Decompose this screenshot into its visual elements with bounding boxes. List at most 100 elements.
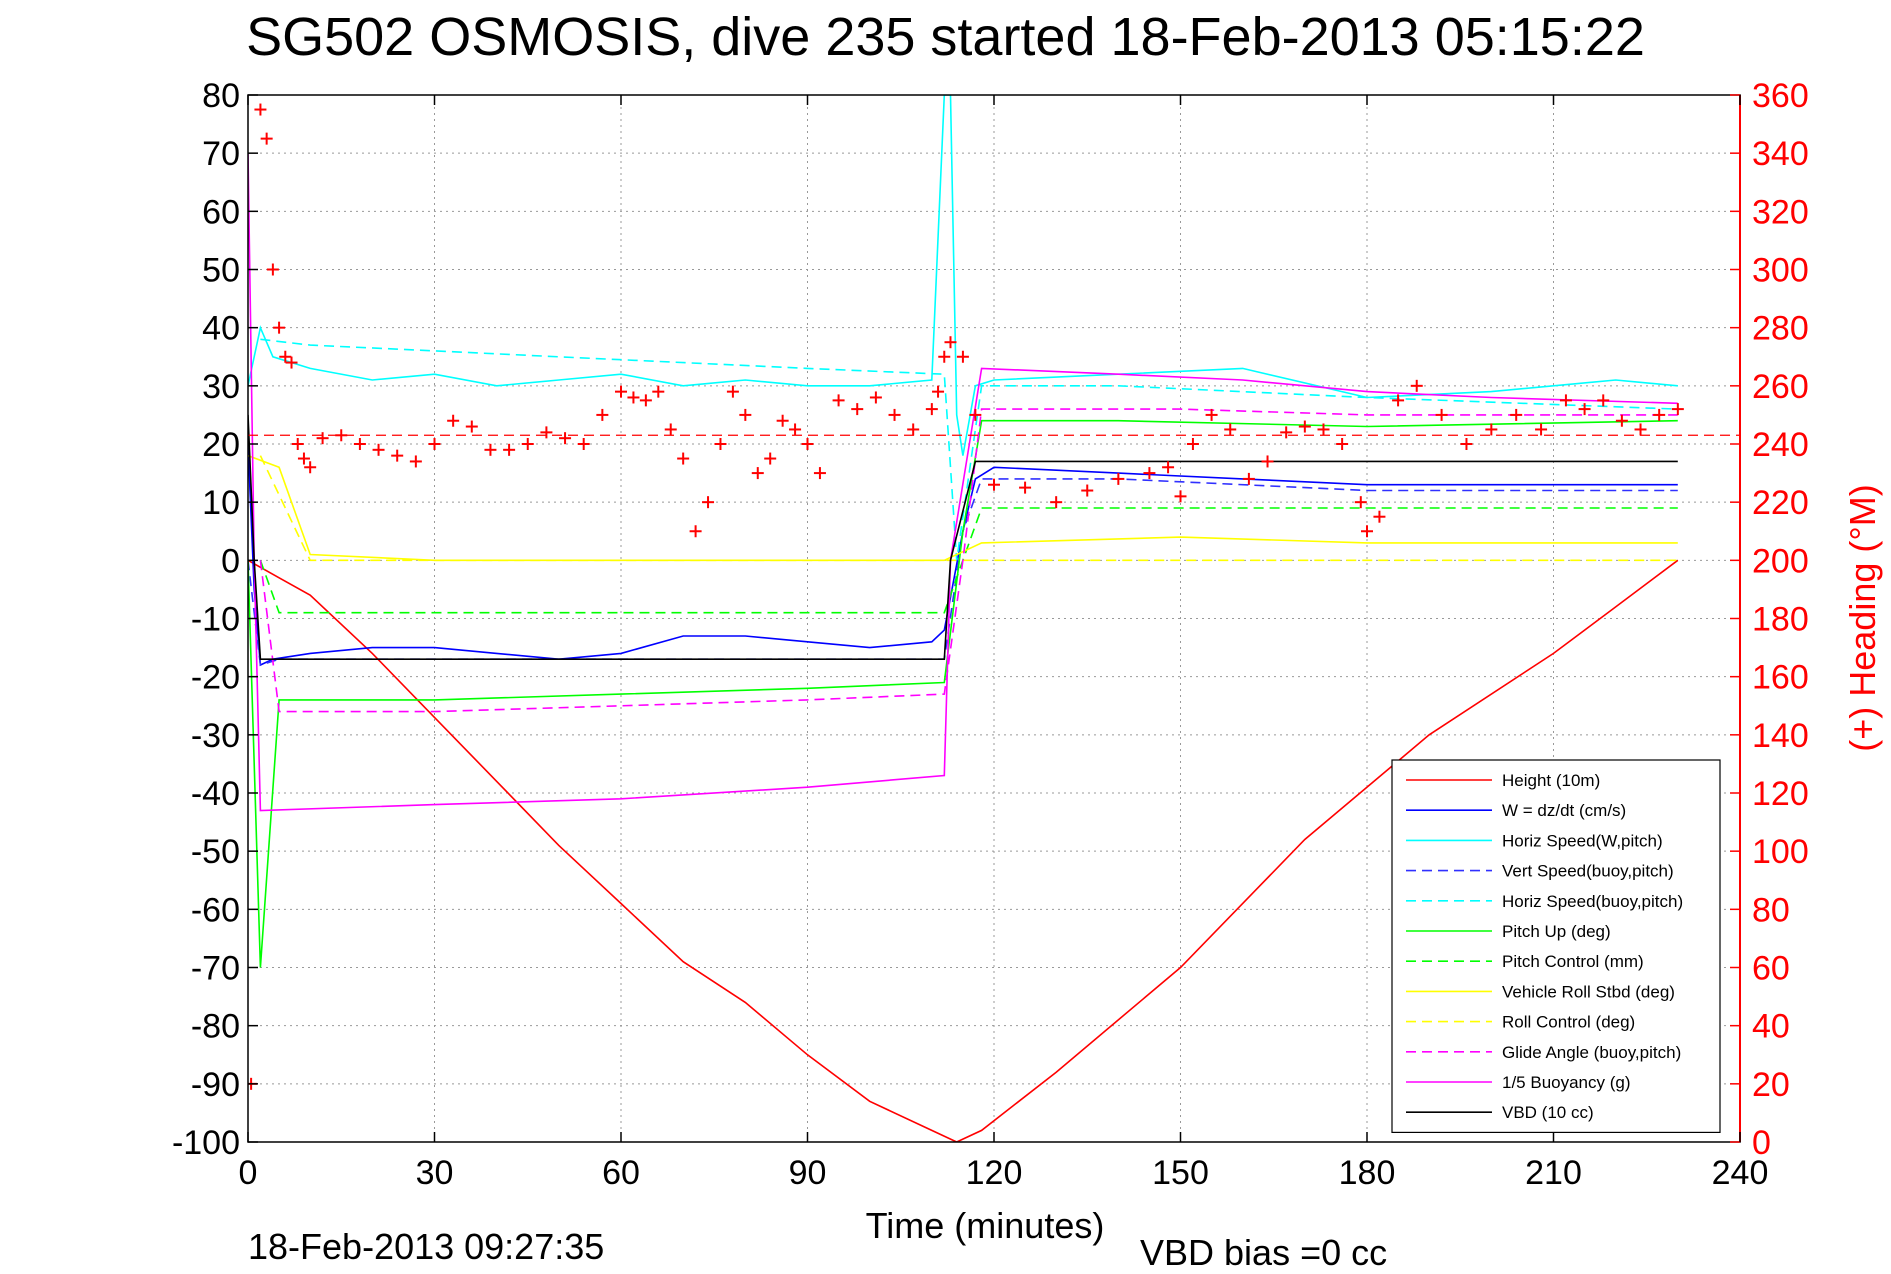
heading-mark: [1298, 420, 1311, 433]
heading-mark: [1354, 496, 1367, 509]
heading-mark: [1615, 414, 1628, 427]
heading-mark: [813, 467, 826, 480]
y-tick-label-right: 280: [1752, 310, 1809, 348]
heading-mark: [938, 350, 951, 363]
heading-mark: [1460, 438, 1473, 450]
x-tick-label: 180: [1339, 1154, 1396, 1192]
heading-mark: [291, 438, 304, 450]
x-tick-label: 30: [416, 1154, 454, 1192]
heading-mark: [1535, 423, 1548, 436]
heading-mark: [297, 452, 310, 465]
heading-mark: [851, 403, 864, 416]
y-tick-label-right: 120: [1752, 775, 1809, 813]
series-horiz-speed-w-pitch: [248, 95, 1678, 456]
heading-mark: [1392, 394, 1405, 407]
heading-mark: [353, 438, 366, 450]
heading-mark: [260, 132, 273, 145]
heading-mark: [273, 321, 286, 334]
y-tick-label-left: 80: [202, 77, 240, 115]
x-tick-label: 120: [966, 1154, 1023, 1192]
heading-mark: [1081, 484, 1094, 497]
y-tick-label-left: 40: [202, 310, 240, 348]
heading-mark: [869, 391, 882, 404]
heading-mark: [652, 385, 665, 398]
heading-mark: [944, 336, 957, 349]
heading-mark: [764, 452, 777, 465]
y-tick-label-left: -100: [172, 1124, 240, 1162]
heading-mark: [615, 385, 627, 398]
heading-mark: [776, 414, 789, 427]
legend-entry: Roll Control (deg): [1502, 1013, 1635, 1032]
heading-mark: [409, 455, 422, 468]
legend-entry: Glide Angle (buoy,pitch): [1502, 1043, 1681, 1062]
y-tick-label-left: 0: [221, 542, 240, 580]
footer-vbd-bias: VBD bias =0 cc: [1140, 1232, 1388, 1273]
heading-mark: [832, 394, 845, 407]
heading-layer: [248, 103, 1684, 1090]
heading-mark: [279, 350, 292, 363]
series-w-dz-dt-cm-s: [248, 443, 1678, 667]
heading-mark: [1019, 481, 1032, 494]
legend-entry: VBD (10 cc): [1502, 1103, 1594, 1122]
y-tick-label-right: 60: [1752, 950, 1790, 988]
y-tick-label-right: 340: [1752, 135, 1809, 173]
heading-mark: [1143, 467, 1156, 480]
heading-mark: [1559, 394, 1572, 407]
heading-mark: [956, 350, 969, 363]
heading-mark: [1174, 490, 1187, 503]
legend-entry: Pitch Control (mm): [1502, 952, 1644, 971]
heading-mark: [316, 432, 329, 445]
heading-mark: [1112, 472, 1125, 485]
heading-mark: [304, 461, 317, 474]
heading-mark: [801, 438, 814, 450]
series-vert-speed-buoy-pitch: [248, 478, 1678, 667]
y-tick-label-right: 80: [1752, 891, 1790, 929]
heading-mark: [1361, 525, 1373, 538]
heading-mark: [1671, 403, 1684, 416]
y-tick-label-right: 140: [1752, 717, 1809, 755]
heading-mark: [266, 263, 279, 276]
legend-entry: Height (10m): [1502, 771, 1600, 790]
y-tick-label-right: 0: [1752, 1124, 1771, 1162]
y-tick-label-left: 60: [202, 193, 240, 231]
heading-mark: [577, 438, 590, 450]
y-tick-label-left: 20: [202, 426, 240, 464]
heading-mark: [447, 414, 460, 427]
y-tick-label-left: -70: [191, 950, 240, 988]
legend-box: [1391, 759, 1721, 1133]
legend-entry: Horiz Speed(W,pitch): [1502, 831, 1663, 850]
heading-mark: [925, 403, 938, 416]
heading-mark: [907, 423, 920, 436]
series-glide-angle-buoy-pitch: [259, 408, 1678, 713]
series-1-5-buoyancy-g: [248, 153, 1678, 812]
heading-mark: [559, 432, 572, 445]
x-axis-ticks: 0 30 60 90 120 150 180 210 240: [239, 95, 1769, 1192]
y-tick-label-left: 30: [202, 368, 240, 406]
heading-mark: [1280, 426, 1293, 439]
heading-mark: [596, 408, 609, 421]
x-tick-label: 210: [1525, 1154, 1582, 1192]
heading-mark: [372, 443, 385, 456]
heading-mark: [714, 438, 727, 450]
y-tick-label-right: 40: [1752, 1008, 1790, 1046]
heading-mark: [1653, 408, 1666, 421]
y-tick-label-right: 160: [1752, 659, 1809, 697]
legend-entry: Horiz Speed(buoy,pitch): [1502, 892, 1683, 911]
x-tick-label: 240: [1712, 1154, 1769, 1192]
y-tick-label-left: -50: [191, 833, 240, 871]
heading-mark: [1205, 408, 1218, 421]
heading-mark: [739, 408, 752, 421]
y-tick-label-right: 360: [1752, 77, 1809, 115]
y-tick-label-left: -90: [191, 1066, 240, 1104]
series-pitch-control-mm: [259, 507, 1678, 614]
heading-mark: [335, 429, 348, 442]
heading-mark: [254, 103, 267, 116]
legend-entry: Vert Speed(buoy,pitch): [1502, 862, 1674, 881]
heading-mark: [540, 426, 553, 439]
heading-mark: [726, 385, 739, 398]
y-tick-label-right: 200: [1752, 542, 1809, 580]
heading-mark: [627, 391, 640, 404]
chart-title: SG502 OSMOSIS, dive 235 started 18-Feb-2…: [246, 7, 1645, 67]
heading-mark: [969, 408, 982, 421]
